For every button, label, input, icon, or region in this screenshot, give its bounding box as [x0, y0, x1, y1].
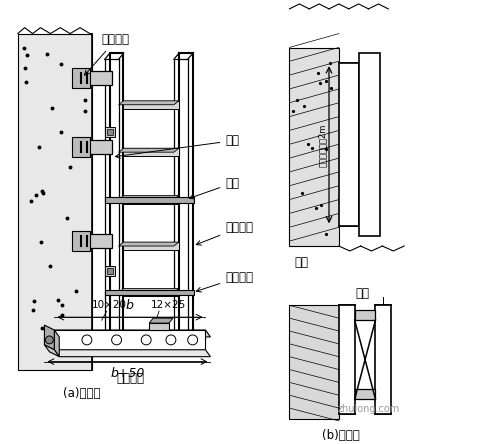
Text: (a)方式一: (a)方式一	[63, 387, 101, 400]
Bar	[123, 101, 179, 109]
Circle shape	[188, 335, 198, 345]
Bar	[354, 310, 376, 320]
Bar	[72, 231, 90, 251]
Bar	[105, 266, 114, 276]
Text: 固定间距小于2m: 固定间距小于2m	[317, 123, 326, 167]
Bar	[105, 289, 194, 295]
Polygon shape	[54, 350, 211, 357]
Text: 连接螺栓: 连接螺栓	[196, 221, 253, 245]
Polygon shape	[118, 101, 179, 105]
Polygon shape	[149, 318, 173, 323]
Bar	[354, 389, 376, 399]
Circle shape	[45, 336, 53, 344]
Bar	[72, 137, 90, 157]
Bar	[105, 197, 194, 202]
Text: 扁锂托臂: 扁锂托臂	[116, 373, 144, 385]
Bar	[339, 63, 358, 226]
Bar	[105, 127, 114, 137]
Bar	[80, 140, 111, 154]
Polygon shape	[118, 289, 179, 293]
Polygon shape	[54, 330, 211, 337]
Circle shape	[141, 335, 151, 345]
Circle shape	[166, 335, 176, 345]
Bar	[358, 53, 381, 236]
Text: 12×25: 12×25	[151, 300, 186, 310]
Bar	[123, 242, 179, 250]
Text: 固定压板: 固定压板	[196, 270, 253, 292]
Text: 10×20: 10×20	[92, 300, 127, 310]
Text: 桥架: 桥架	[189, 177, 239, 199]
Polygon shape	[54, 330, 59, 357]
Polygon shape	[44, 325, 54, 350]
Bar	[123, 289, 179, 297]
Bar	[80, 234, 111, 248]
Text: b: b	[126, 299, 133, 312]
Text: 膨胀螺栓: 膨胀螺栓	[85, 33, 130, 75]
Bar	[72, 68, 90, 88]
Bar	[339, 305, 354, 414]
Polygon shape	[118, 148, 179, 152]
Circle shape	[111, 335, 121, 345]
Text: b+50: b+50	[110, 367, 144, 380]
Text: (b)方式二: (b)方式二	[322, 429, 360, 442]
Polygon shape	[289, 48, 339, 246]
Polygon shape	[149, 323, 169, 330]
Bar	[106, 130, 112, 135]
Text: 槽锂: 槽锂	[294, 256, 309, 269]
Text: 槽锂: 槽锂	[355, 287, 370, 300]
Polygon shape	[44, 345, 59, 357]
Polygon shape	[289, 305, 339, 419]
Polygon shape	[118, 242, 179, 246]
Text: 托臂: 托臂	[115, 134, 239, 159]
Bar	[376, 305, 391, 414]
Bar	[106, 268, 112, 274]
Circle shape	[82, 335, 92, 345]
Bar	[123, 196, 179, 203]
Bar	[80, 71, 111, 85]
Polygon shape	[18, 34, 92, 369]
Polygon shape	[118, 196, 179, 200]
Polygon shape	[54, 330, 206, 350]
Bar	[123, 148, 179, 156]
Text: zhulong.com: zhulong.com	[337, 404, 400, 414]
